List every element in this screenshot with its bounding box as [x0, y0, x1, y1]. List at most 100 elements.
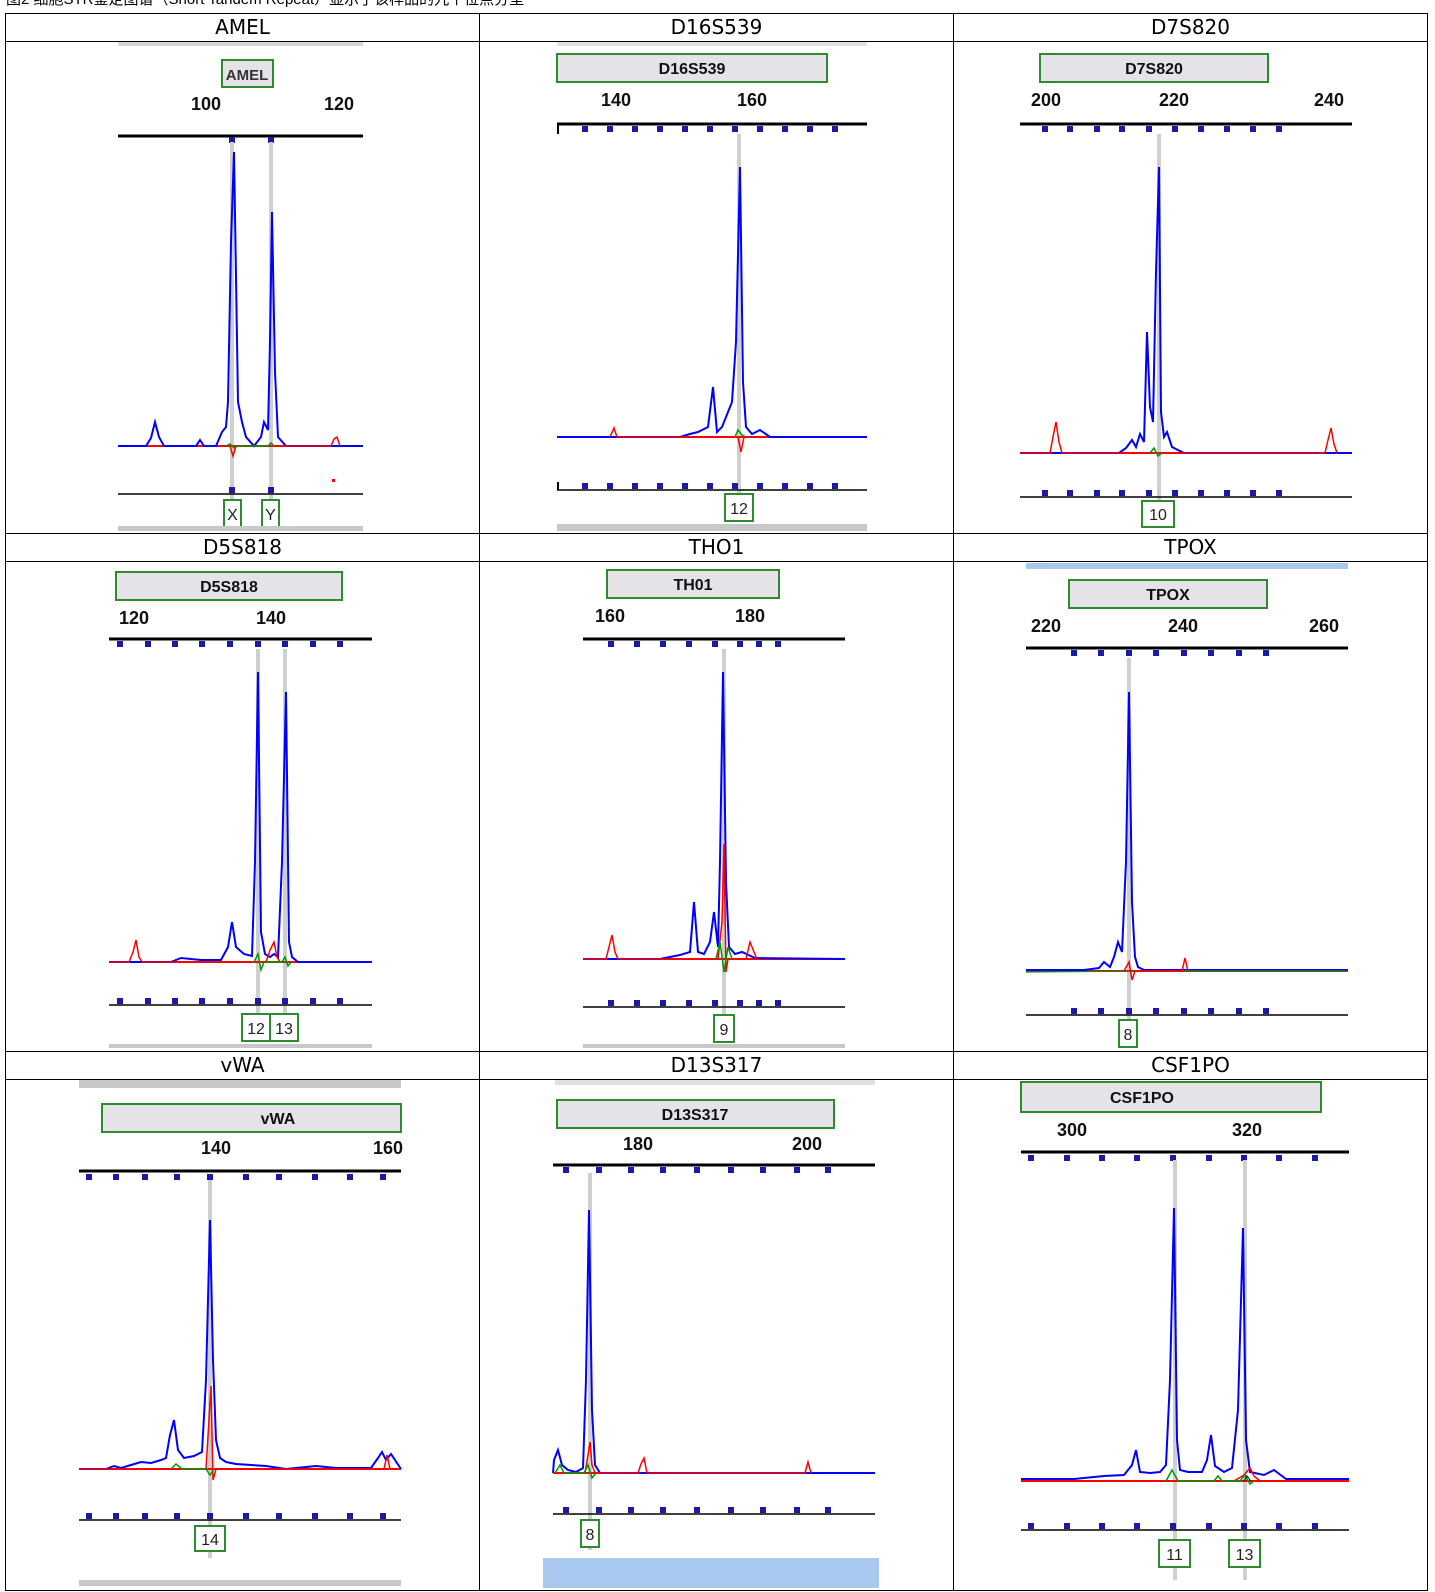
locus-label: TPOX: [1146, 587, 1190, 604]
trace-red: [1020, 421, 1338, 454]
panel-title-d16s539: D16S539: [479, 12, 954, 43]
electropherogram-d7s820: D7S820 200 220 240 10: [1020, 53, 1352, 529]
top-markers: [1071, 650, 1269, 657]
svg-text:9: 9: [720, 1022, 729, 1039]
trace-red: [224, 435, 341, 459]
svg-text:320: 320: [1232, 1120, 1262, 1140]
top-markers: [1042, 126, 1282, 133]
trace-green: [253, 952, 292, 974]
panel-d7s820: D7S820 200 220 240 10: [953, 41, 1428, 535]
svg-text:140: 140: [256, 608, 286, 628]
trace-green: [1165, 1468, 1255, 1485]
electropherogram-th01: TH01 160 180 9: [583, 569, 846, 1049]
electropherogram-vwa: vWA 140 160 14: [79, 1080, 403, 1586]
bottom-markers: [1071, 1008, 1269, 1015]
bottom-markers: [1028, 1522, 1318, 1529]
trace-green: [225, 442, 275, 450]
trace-green: [170, 1462, 215, 1477]
allele-call-14: [194, 1524, 226, 1552]
locus-box: [1020, 1080, 1322, 1113]
allele-call-11: [1158, 1538, 1191, 1568]
top-markers: [1028, 1154, 1318, 1161]
locus-box: [101, 1102, 402, 1133]
trace-green: [715, 942, 733, 973]
panel-vwa: vWA 140 160 14: [5, 1078, 480, 1592]
bottom-markers: [117, 998, 343, 1005]
svg-text:14: 14: [201, 1532, 219, 1549]
svg-text:10: 10: [1149, 507, 1167, 524]
panel-title-d5s818: D5S818: [5, 533, 480, 563]
panel-d13s317: D13S317 180 200 8: [479, 1078, 954, 1592]
locus-label: D5S818: [200, 579, 258, 596]
trace-red: [79, 1385, 391, 1480]
trace-blue: [557, 167, 867, 439]
svg-text:12: 12: [247, 1021, 265, 1038]
panel-d16s539: D16S539 140 160 12: [479, 41, 954, 535]
panel-amel: AMEL 100 120 X: [5, 41, 480, 535]
svg-text:200: 200: [792, 1134, 822, 1154]
electropherogram-tpox: TPOX 220 240 260 8: [1025, 563, 1348, 1049]
svg-text:13: 13: [1236, 1547, 1254, 1564]
svg-text:300: 300: [1057, 1120, 1087, 1140]
scroll-strip: [118, 42, 363, 47]
allele-call-13: [269, 1013, 299, 1043]
locus-box: [556, 53, 828, 84]
top-markers: [582, 126, 838, 133]
svg-text:240: 240: [1314, 90, 1344, 110]
svg-text:160: 160: [595, 606, 625, 626]
trace-red: [1123, 958, 1189, 981]
locus-label: AMEL: [226, 67, 269, 84]
trace-red: [109, 940, 281, 964]
svg-text:180: 180: [623, 1134, 653, 1154]
locus-box: [221, 59, 274, 89]
electropherogram-d5s818: D5S818 120 140 12 13: [109, 571, 372, 1049]
panel-d5s818: D5S818 120 140 12 13: [5, 561, 480, 1052]
allele-call-13: [1228, 1538, 1261, 1568]
electropherogram-csf1po: CSF1PO 300 320 11: [1020, 1080, 1349, 1580]
allele-call-8: [580, 1518, 600, 1548]
tick-label-120: 120: [324, 94, 354, 114]
svg-text:200: 200: [1031, 90, 1061, 110]
bottom-markers: [1042, 490, 1282, 497]
svg-text:160: 160: [737, 90, 767, 110]
svg-text:260: 260: [1309, 616, 1339, 636]
svg-text:240: 240: [1168, 616, 1198, 636]
bottom-markers: [582, 483, 838, 490]
svg-text:12: 12: [730, 501, 748, 518]
allele-y-text: Y: [265, 507, 276, 524]
panel-title-d7s820: D7S820: [953, 12, 1428, 43]
bottom-markers: [563, 1506, 831, 1513]
panel-title-amel: AMEL: [5, 12, 480, 43]
svg-text:8: 8: [1124, 1027, 1133, 1044]
locus-box: [1039, 53, 1269, 84]
panel-title-tpox: TPOX: [953, 533, 1428, 563]
svg-text:160: 160: [373, 1138, 403, 1158]
tick-label-100: 100: [191, 94, 221, 114]
electropherogram-d13s317: D13S317 180 200 8: [543, 1080, 879, 1588]
svg-text:8: 8: [586, 1527, 595, 1544]
panel-title-csf1po: CSF1PO: [953, 1050, 1428, 1080]
trace-blue: [79, 1219, 402, 1470]
top-markers: [608, 641, 781, 648]
locus-box: [1068, 579, 1268, 610]
allele-call-9: [713, 1014, 735, 1044]
locus-label: D7S820: [1125, 61, 1183, 78]
panel-tho1: TH01 160 180 9: [479, 561, 954, 1052]
bottom-markers: [608, 1000, 781, 1007]
svg-text:220: 220: [1159, 90, 1189, 110]
trace-blue: [118, 152, 363, 448]
svg-text:11: 11: [1166, 1547, 1183, 1564]
allele-x-text: X: [227, 507, 238, 524]
svg-text:220: 220: [1031, 616, 1061, 636]
top-markers: [229, 137, 274, 144]
locus-label: CSF1PO: [1110, 1090, 1174, 1107]
trace-blue: [583, 672, 846, 961]
locus-box: [556, 1098, 835, 1129]
svg-text:180: 180: [735, 606, 765, 626]
locus-box: [115, 571, 343, 602]
trace-blue: [1026, 692, 1348, 972]
locus-label: TH01: [673, 577, 712, 594]
trace-green: [734, 428, 747, 438]
panel-title-tho1: THO1: [479, 533, 954, 563]
figure-caption: 图2 细胞STR鉴定图谱（Short Tandem Repeat）显示了该样品的…: [6, 0, 786, 9]
